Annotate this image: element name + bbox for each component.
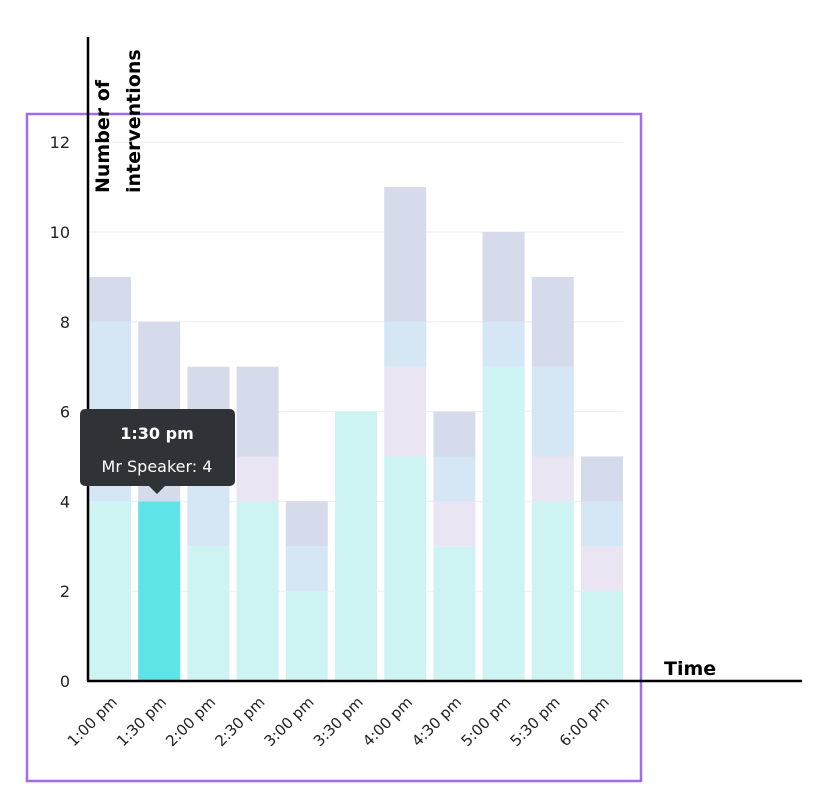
bar-segment[interactable] — [89, 276, 131, 322]
tooltip-background — [80, 409, 235, 486]
bar-segment[interactable] — [384, 456, 427, 682]
bar-segment[interactable] — [89, 501, 131, 681]
x-tick-label: 4:00 pm — [359, 693, 416, 750]
bar-segment[interactable] — [433, 456, 476, 502]
x-tick-label: 2:00 pm — [162, 693, 219, 750]
bar-segment[interactable] — [531, 456, 574, 502]
x-tick-label: 3:00 pm — [261, 693, 318, 750]
bars — [89, 187, 623, 681]
tooltip-pointer — [149, 486, 165, 494]
bar-segment[interactable] — [236, 501, 279, 681]
bar-segment[interactable] — [384, 366, 427, 457]
tooltip-body: Mr Speaker: 4 — [102, 457, 213, 476]
tooltip: 1:30 pm Mr Speaker: 4 — [80, 409, 235, 494]
bar-segment[interactable] — [581, 501, 623, 547]
x-tick-label: 3:30 pm — [310, 693, 367, 750]
x-tick-label: 5:00 pm — [457, 693, 514, 750]
bar-segment[interactable] — [187, 546, 230, 681]
y-tick-label: 8 — [60, 313, 70, 332]
y-tick-labels: 0 2 4 6 8 10 12 — [50, 133, 70, 691]
bar-segment[interactable] — [581, 546, 623, 592]
x-tick-labels: 1:00 pm1:30 pm2:00 pm2:30 pm3:00 pm3:30 … — [64, 693, 613, 750]
y-axis-title-line-2: interventions — [123, 49, 145, 193]
bar-segment[interactable] — [482, 321, 525, 367]
x-axis-title: Time — [664, 658, 716, 680]
x-tick-label: 6:00 pm — [556, 693, 613, 750]
x-tick-label: 1:30 pm — [113, 693, 170, 750]
x-tick-label: 1:00 pm — [64, 693, 121, 750]
y-tick-label: 4 — [60, 492, 70, 511]
bar-segment[interactable] — [335, 411, 377, 681]
bar-segment[interactable] — [482, 366, 525, 681]
bar-segment[interactable] — [531, 366, 574, 457]
x-tick-label: 5:30 pm — [507, 693, 564, 750]
bar-segment[interactable] — [433, 501, 476, 547]
bar-segment[interactable] — [285, 501, 328, 547]
bar-segment[interactable] — [384, 321, 427, 367]
bar-segment[interactable] — [482, 232, 525, 322]
bar-segment-highlighted[interactable] — [138, 501, 181, 681]
bar-segment[interactable] — [236, 456, 279, 502]
bar-segment[interactable] — [433, 411, 476, 457]
x-tick-label: 2:30 pm — [211, 693, 268, 750]
bar-segment[interactable] — [581, 591, 623, 681]
y-tick-label: 10 — [50, 223, 70, 242]
bar-segment[interactable] — [531, 276, 574, 367]
y-tick-label: 0 — [60, 672, 70, 691]
bar-segment[interactable] — [531, 501, 574, 681]
bar-segment[interactable] — [285, 591, 328, 681]
y-axis-title-line-1: Number of — [92, 79, 114, 193]
bar-segment[interactable] — [433, 546, 476, 681]
bar-segment[interactable] — [581, 456, 623, 502]
y-tick-label: 6 — [60, 403, 70, 422]
bar-segment[interactable] — [236, 366, 279, 457]
selection-outline[interactable] — [25, 112, 643, 783]
x-tick-label: 4:30 pm — [408, 693, 465, 750]
bar-segment[interactable] — [285, 546, 328, 592]
tooltip-title: 1:30 pm — [120, 424, 194, 443]
y-tick-label: 12 — [50, 133, 70, 152]
bar-segment[interactable] — [384, 187, 427, 322]
y-tick-label: 2 — [60, 582, 70, 601]
